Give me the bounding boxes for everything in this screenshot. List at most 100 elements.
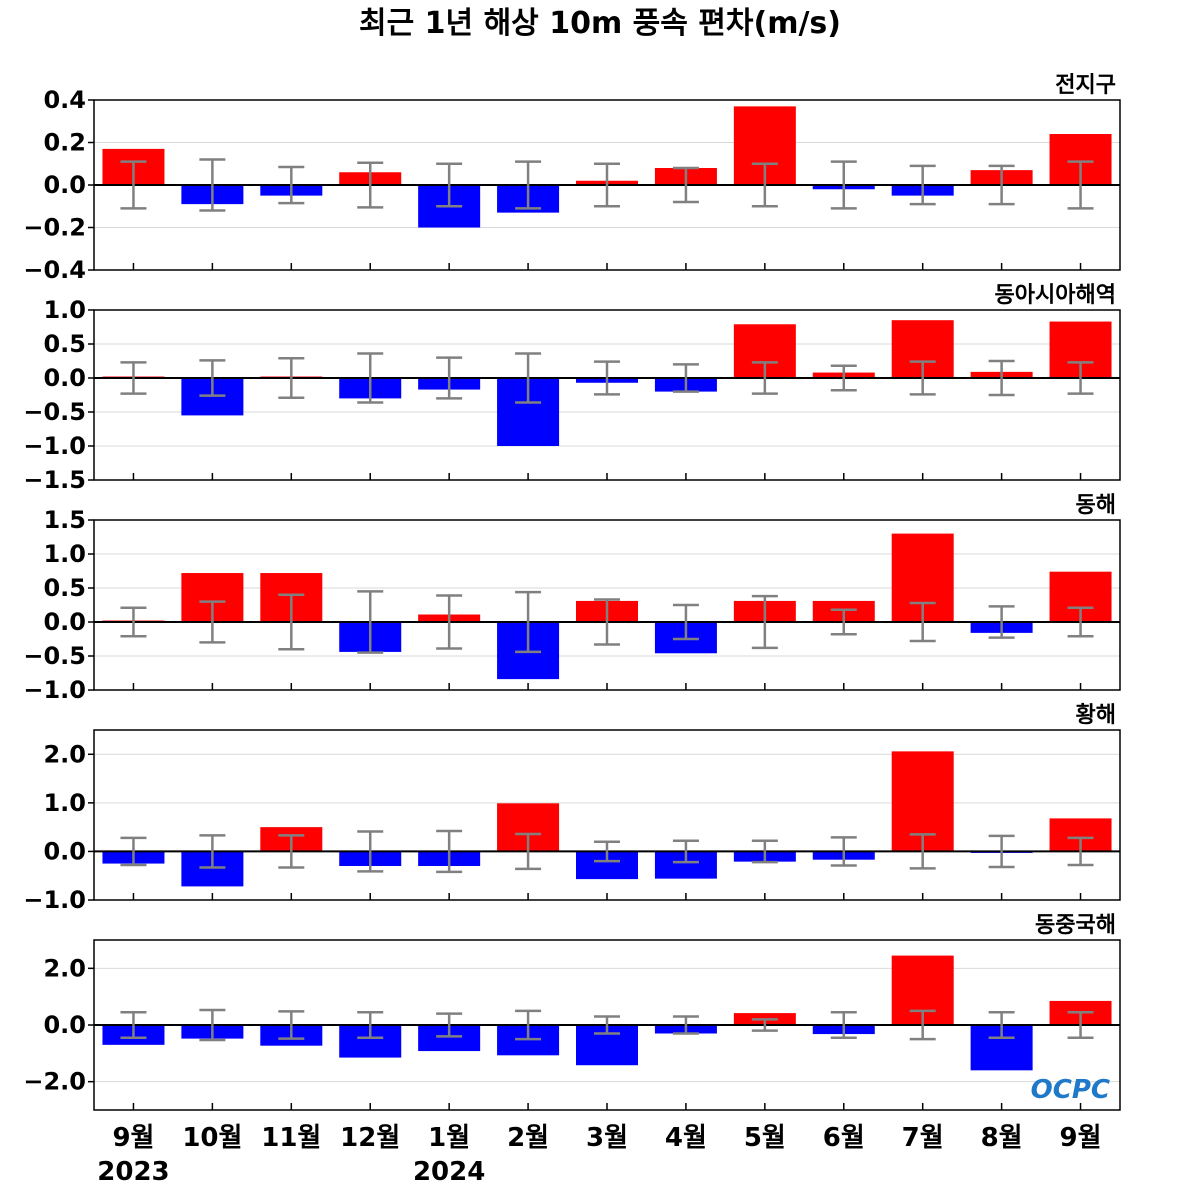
x-tick-label: 2월 <box>507 1123 549 1153</box>
error-bar <box>199 834 226 869</box>
panel-2: 동해 1.5 1.0 0.5 0.0 −0.5 −1.0 <box>23 493 1121 704</box>
error-bar <box>1067 1011 1094 1039</box>
y-tick-label: 0.4 <box>43 86 86 114</box>
year-label: 2024 <box>413 1157 485 1187</box>
error-bar <box>830 608 857 636</box>
error-bar <box>436 162 463 208</box>
error-bar <box>909 164 936 206</box>
y-tick-label: 0.5 <box>43 574 86 602</box>
y-tick-label: 0.0 <box>43 364 86 392</box>
x-tick-label: 4월 <box>665 1123 707 1153</box>
x-axis-labels: 9월 10월 11월 12월 1월 2월 3월 4월 5월 6월 7월 8월 9월 2023 2024 <box>97 1123 1101 1187</box>
y-tick-label: 1.0 <box>43 789 86 817</box>
error-bar <box>199 1008 226 1042</box>
error-bar <box>1067 836 1094 867</box>
error-bar <box>1067 160 1094 210</box>
error-bar <box>751 594 778 650</box>
error-bar <box>594 1015 620 1035</box>
panel-title: 동해 <box>1076 493 1116 518</box>
x-tick-label: 3월 <box>586 1123 628 1153</box>
error-bar <box>199 600 226 644</box>
y-tick-label: −0.5 <box>23 398 86 426</box>
error-bar <box>436 1012 463 1038</box>
error-bar <box>751 361 778 395</box>
error-bar <box>909 1009 936 1041</box>
y-tick-label: 0.5 <box>43 330 86 358</box>
panel-4: 동중국해 2.0 0.0 −2.0 <box>23 913 1121 1111</box>
x-tick-label: 5월 <box>744 1123 786 1153</box>
y-tick-label: 1.5 <box>43 506 86 534</box>
ocpc-logo: OCPC <box>1031 1075 1110 1105</box>
panel-frame <box>93 519 1121 691</box>
error-bar <box>515 160 542 210</box>
y-tick-label: −0.5 <box>23 642 86 670</box>
panel-title: 동중국해 <box>1035 913 1116 938</box>
chart-panels: 전지구 0.4 0.2 0.0 −0.2 −0.4 동아시아해역 1.0 0.5 0.0 −0.5 −… <box>23 73 1121 1111</box>
error-bar <box>515 832 542 871</box>
x-tick-label: 11월 <box>261 1123 321 1153</box>
error-bar <box>278 834 305 869</box>
y-tick-label: 0.2 <box>43 129 86 157</box>
y-tick-label: −1.0 <box>23 886 86 914</box>
panel-0: 전지구 0.4 0.2 0.0 −0.2 −0.4 <box>23 73 1121 284</box>
x-tick-label: 10월 <box>182 1123 242 1153</box>
error-bar <box>1067 361 1094 395</box>
panel-title: 동아시아해역 <box>995 283 1116 308</box>
panel-frame <box>93 309 1121 481</box>
error-bar <box>988 359 1015 397</box>
error-bar <box>830 160 857 210</box>
error-bar <box>278 165 305 205</box>
panel-title: 전지구 <box>1055 73 1116 98</box>
x-tick-label: 6월 <box>823 1123 865 1153</box>
x-tick-label: 9월 <box>112 1123 154 1153</box>
error-bar <box>988 605 1015 639</box>
y-tick-label: −0.2 <box>23 214 86 242</box>
y-tick-label: −0.4 <box>23 256 86 284</box>
error-bar <box>199 158 226 212</box>
error-bar <box>751 1018 778 1032</box>
y-tick-label: 2.0 <box>43 740 86 768</box>
y-tick-label: −1.0 <box>23 676 86 704</box>
y-tick-label: 0.0 <box>43 608 86 636</box>
error-bar <box>436 356 463 400</box>
error-bar <box>436 829 463 874</box>
error-bar <box>751 162 778 208</box>
error-bar <box>120 836 147 867</box>
error-bar <box>672 166 699 204</box>
error-bar <box>278 1010 305 1040</box>
figure-title: 최근 1년 해상 10m 풍속 편차(m/s) <box>359 6 841 41</box>
panel-frame <box>93 729 1121 901</box>
error-bar <box>120 1011 147 1039</box>
error-bar <box>515 352 542 404</box>
error-bar <box>594 360 620 396</box>
error-bar <box>672 603 699 641</box>
error-bar <box>988 164 1015 206</box>
error-bar <box>357 590 384 654</box>
y-tick-label: 0.0 <box>43 1011 86 1039</box>
x-tick-label: 8월 <box>981 1123 1023 1153</box>
y-tick-label: −2.0 <box>23 1068 86 1096</box>
error-bar <box>594 840 620 863</box>
y-tick-label: −1.5 <box>23 466 86 494</box>
y-tick-label: 2.0 <box>43 954 86 982</box>
x-tick-label: 12월 <box>340 1123 400 1153</box>
error-bar <box>357 161 384 209</box>
error-bar <box>594 162 620 208</box>
error-bar <box>120 606 147 638</box>
panel-frame <box>93 99 1121 271</box>
error-bar <box>515 590 542 654</box>
error-bar <box>672 1015 699 1035</box>
error-bar <box>909 833 936 870</box>
x-tick-label: 9월 <box>1060 1123 1102 1153</box>
error-bar <box>278 357 305 399</box>
x-tick-label: 7월 <box>902 1123 944 1153</box>
error-bar <box>1067 606 1094 638</box>
error-bar <box>830 836 857 867</box>
x-tick-label: 1월 <box>428 1123 470 1153</box>
error-bar <box>357 352 384 404</box>
error-bar <box>751 839 778 864</box>
y-tick-label: 0.0 <box>43 837 86 865</box>
error-bar <box>278 593 305 651</box>
year-label: 2023 <box>97 1157 169 1187</box>
